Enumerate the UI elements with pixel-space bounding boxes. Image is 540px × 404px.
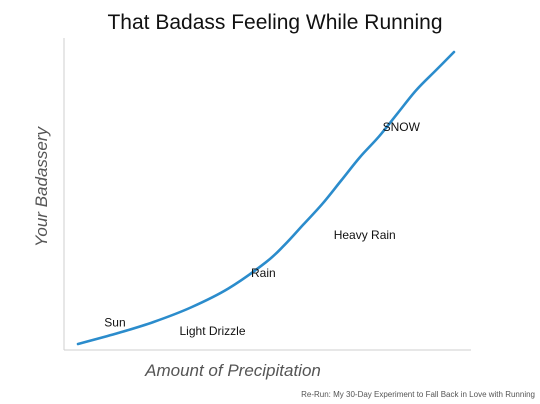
y-axis-label: Your Badassery xyxy=(32,125,51,247)
annotation-light-drizzle: Light Drizzle xyxy=(180,324,246,338)
annotation-heavy-rain: Heavy Rain xyxy=(334,228,396,242)
caption: Re-Run: My 30-Day Experiment to Fall Bac… xyxy=(301,390,535,399)
annotations: Sun Light Drizzle Rain Heavy Rain SNOW xyxy=(104,120,420,338)
chart-title: That Badass Feeling While Running xyxy=(107,11,442,34)
series-line xyxy=(76,50,456,346)
annotation-sun: Sun xyxy=(104,316,125,330)
annotation-rain: Rain xyxy=(251,266,276,280)
x-axis-label: Amount of Precipitation xyxy=(144,361,321,380)
annotation-snow: SNOW xyxy=(383,120,421,134)
